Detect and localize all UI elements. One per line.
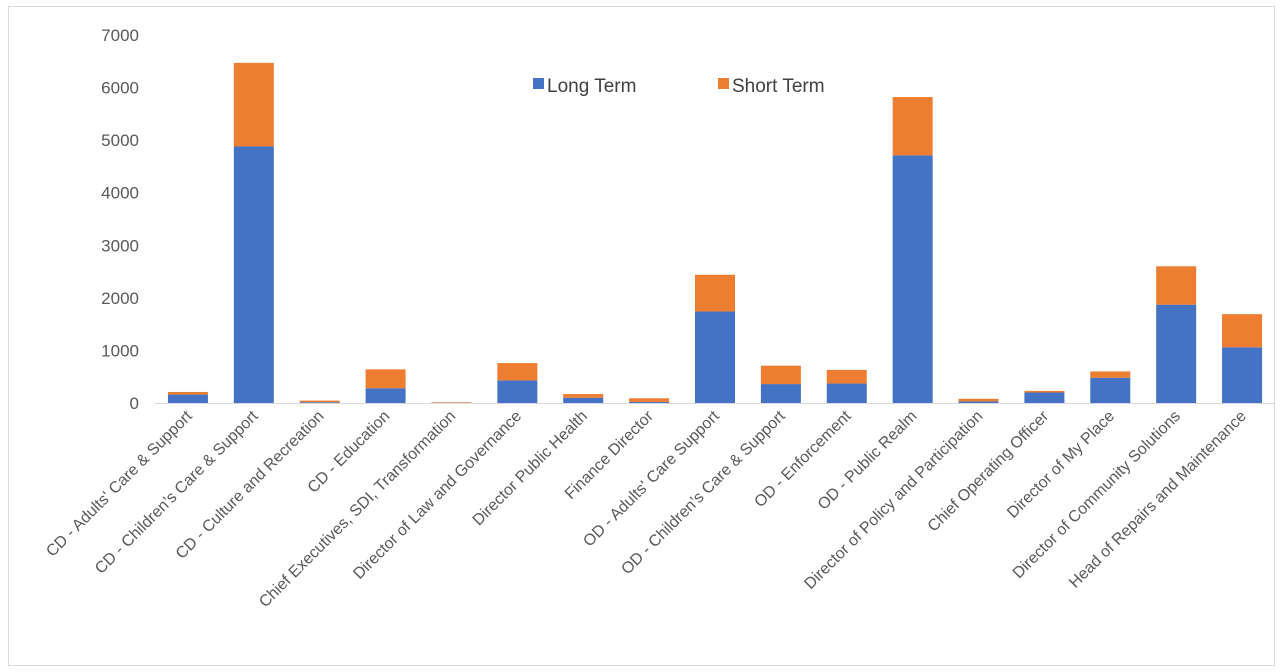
category-label: Director Public Health <box>470 408 591 529</box>
bar-long-term <box>892 155 933 403</box>
bar-short-term <box>958 398 999 402</box>
bar-long-term <box>695 311 735 403</box>
y-tick-label: 1000 <box>101 341 139 360</box>
bar-short-term <box>892 97 933 156</box>
bar-long-term <box>233 146 274 403</box>
bar-short-term <box>497 363 538 381</box>
bar-long-term <box>1156 304 1197 403</box>
bar-long-term <box>299 402 340 403</box>
legend-label: Short Term <box>732 76 825 97</box>
bars <box>167 62 1263 403</box>
bar-long-term <box>1090 377 1131 403</box>
y-tick-label: 2000 <box>101 289 139 308</box>
category-label: Chief Operating Officer <box>925 407 1053 535</box>
y-tick-label: 5000 <box>101 131 139 150</box>
bar-short-term <box>233 62 274 147</box>
bar-long-term <box>1222 347 1263 403</box>
category-label: Director of My Place <box>1004 408 1118 522</box>
legend-swatch <box>533 78 544 89</box>
bar-short-term <box>299 400 340 403</box>
category-label: OD - Adults' Care Support <box>580 407 723 550</box>
legend: Long Term Short Term <box>533 76 825 97</box>
bar-long-term <box>1024 392 1065 403</box>
bar-long-term <box>167 394 208 403</box>
bar-short-term <box>695 274 735 312</box>
bar-long-term <box>826 383 867 403</box>
bar-short-term <box>629 398 670 402</box>
y-axis: 0 1000 2000 3000 4000 5000 6000 7000 <box>101 26 139 413</box>
bar-long-term <box>365 388 406 403</box>
y-tick-label: 3000 <box>101 236 139 255</box>
bar-short-term <box>167 391 208 395</box>
bar-short-term <box>365 369 406 389</box>
bar-short-term <box>431 402 472 403</box>
bar-short-term <box>1222 314 1263 348</box>
legend-swatch <box>718 78 729 89</box>
y-tick-label: 0 <box>130 394 139 413</box>
bar-long-term <box>958 401 999 403</box>
y-tick-label: 7000 <box>101 26 139 45</box>
chart-area <box>8 6 1275 666</box>
bar-short-term <box>826 369 867 384</box>
y-tick-label: 6000 <box>101 79 139 98</box>
y-tick-label: 4000 <box>101 184 139 203</box>
bar-short-term <box>1090 371 1131 378</box>
bar-long-term <box>760 384 801 403</box>
bar-short-term <box>760 365 801 385</box>
bar-long-term <box>629 401 670 403</box>
bar-long-term <box>497 380 538 403</box>
legend-label: Long Term <box>547 76 636 97</box>
bar-short-term <box>563 394 604 398</box>
bar-short-term <box>1024 390 1065 393</box>
bar-short-term <box>1156 266 1197 305</box>
bar-long-term <box>563 397 604 403</box>
